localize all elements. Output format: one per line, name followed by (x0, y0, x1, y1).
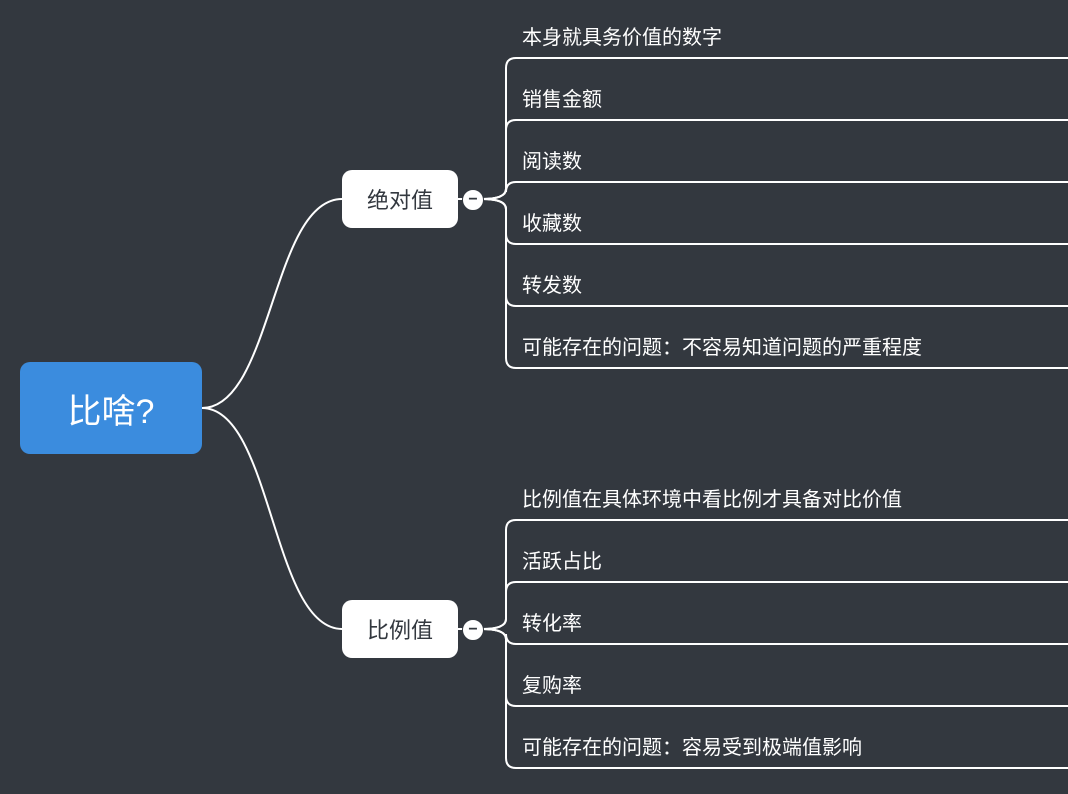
leaf-node-label: 比例值在具体环境中看比例才具备对比价值 (522, 489, 902, 511)
root-node[interactable]: 比啥? (20, 362, 202, 454)
leaf-node[interactable]: 复购率 (522, 668, 582, 704)
mid-node-abs[interactable]: 绝对值 (342, 170, 458, 228)
leaf-node-label: 销售金额 (522, 89, 602, 111)
leaf-node[interactable]: 销售金额 (522, 82, 602, 118)
leaf-node-label: 可能存在的问题：容易受到极端值影响 (522, 737, 862, 759)
leaf-node[interactable]: 本身就具务价值的数字 (522, 20, 722, 56)
collapse-toggle-abs[interactable]: − (462, 189, 484, 211)
leaf-node-label: 转发数 (522, 275, 582, 297)
leaf-node-label: 可能存在的问题：不容易知道问题的严重程度 (522, 337, 922, 359)
leaf-node[interactable]: 阅读数 (522, 144, 582, 180)
leaf-node[interactable]: 活跃占比 (522, 544, 602, 580)
leaf-node-label: 阅读数 (522, 151, 582, 173)
leaf-node[interactable]: 转化率 (522, 606, 582, 642)
minus-icon: − (468, 621, 477, 639)
mid-node-label: 比例值 (367, 613, 433, 645)
leaf-node-label: 活跃占比 (522, 551, 602, 573)
leaf-node[interactable]: 收藏数 (522, 206, 582, 242)
leaf-node-label: 本身就具务价值的数字 (522, 27, 722, 49)
leaf-node-label: 收藏数 (522, 213, 582, 235)
leaf-node-label: 转化率 (522, 613, 582, 635)
mid-node-label: 绝对值 (367, 183, 433, 215)
mindmap-canvas: 比啥? 绝对值 − 本身就具务价值的数字销售金额阅读数收藏数转发数可能存在的问题：不容… (0, 0, 1068, 794)
leaf-node[interactable]: 可能存在的问题：不容易知道问题的严重程度 (522, 330, 922, 366)
leaf-node[interactable]: 转发数 (522, 268, 582, 304)
collapse-toggle-ratio[interactable]: − (462, 619, 484, 641)
root-node-label: 比啥? (68, 384, 155, 433)
leaf-node[interactable]: 可能存在的问题：容易受到极端值影响 (522, 730, 862, 766)
minus-icon: − (468, 191, 477, 209)
mid-node-ratio[interactable]: 比例值 (342, 600, 458, 658)
leaf-node[interactable]: 比例值在具体环境中看比例才具备对比价值 (522, 482, 902, 518)
leaf-node-label: 复购率 (522, 675, 582, 697)
